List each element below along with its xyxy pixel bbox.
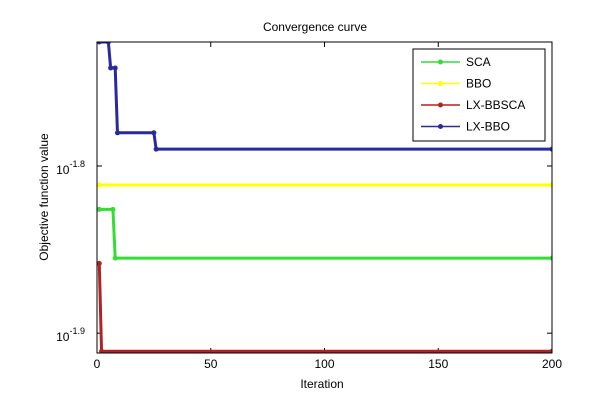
series <box>97 260 552 353</box>
x-axis-label: Iteration <box>300 377 343 391</box>
x-tick-label: 0 <box>94 357 101 371</box>
legend-label: BBO <box>466 77 491 91</box>
y-tick-exponent: -1.9 <box>69 326 85 336</box>
series-line <box>99 207 552 260</box>
legend-marker <box>438 102 443 108</box>
data-point <box>105 42 111 45</box>
data-point <box>110 206 116 212</box>
data-point <box>151 130 157 136</box>
axes-box <box>96 41 553 354</box>
data-point <box>549 255 552 261</box>
y-tick-label: 10-1.8 <box>56 159 85 177</box>
data-point <box>112 65 118 71</box>
x-tick-label: 100 <box>314 357 334 371</box>
data-point <box>549 146 552 152</box>
data-point <box>112 255 118 261</box>
y-axis-label: Objective function value <box>37 133 51 261</box>
data-point <box>114 130 120 136</box>
y-tick-base: 10 <box>56 330 70 344</box>
series-line <box>99 42 552 151</box>
legend-label: LX-BBO <box>466 120 510 134</box>
legend-label: LX-BBSCA <box>466 98 525 112</box>
x-tick-label: 50 <box>204 357 218 371</box>
series <box>97 182 552 188</box>
y-tick-label: 10-1.9 <box>56 326 85 344</box>
data-point <box>549 348 552 353</box>
legend-marker <box>438 124 443 129</box>
data-point <box>97 206 102 212</box>
legend-marker <box>438 59 443 65</box>
legend-label: SCA <box>466 55 491 69</box>
y-tick-exponent: -1.8 <box>69 159 85 169</box>
data-point <box>99 348 105 353</box>
data-point <box>549 182 552 188</box>
legend-marker <box>438 81 443 86</box>
y-tick-base: 10 <box>56 163 70 177</box>
data-point <box>108 65 114 71</box>
data-point <box>97 42 102 45</box>
data-point <box>153 146 159 152</box>
data-point <box>97 182 102 188</box>
x-tick-label: 200 <box>542 357 562 371</box>
x-tick-label: 150 <box>428 357 448 371</box>
chart-title: Convergence curve <box>263 20 367 34</box>
legend-box <box>412 48 546 142</box>
series <box>97 42 552 152</box>
data-point <box>97 260 102 266</box>
series <box>97 206 552 261</box>
